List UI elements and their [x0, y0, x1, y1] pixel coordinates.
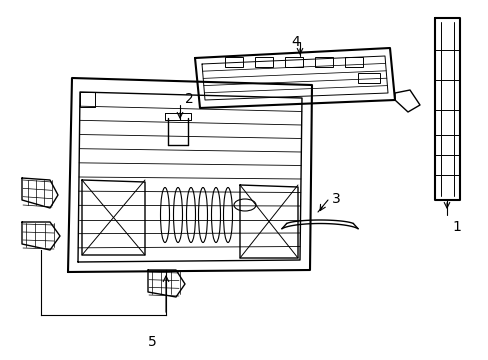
Bar — [345, 57, 362, 67]
Bar — [254, 57, 272, 67]
Ellipse shape — [160, 188, 169, 243]
Text: 3: 3 — [331, 192, 340, 206]
Text: 4: 4 — [291, 35, 300, 49]
Bar — [314, 57, 332, 67]
Ellipse shape — [211, 188, 220, 243]
Ellipse shape — [234, 199, 256, 211]
Ellipse shape — [173, 188, 182, 243]
Text: 5: 5 — [147, 335, 156, 349]
Bar — [224, 57, 243, 67]
Ellipse shape — [223, 188, 232, 243]
Text: 1: 1 — [451, 220, 460, 234]
Text: 2: 2 — [184, 92, 193, 106]
Bar — [285, 57, 303, 67]
Bar — [357, 73, 379, 83]
Ellipse shape — [186, 188, 195, 243]
Ellipse shape — [198, 188, 207, 243]
